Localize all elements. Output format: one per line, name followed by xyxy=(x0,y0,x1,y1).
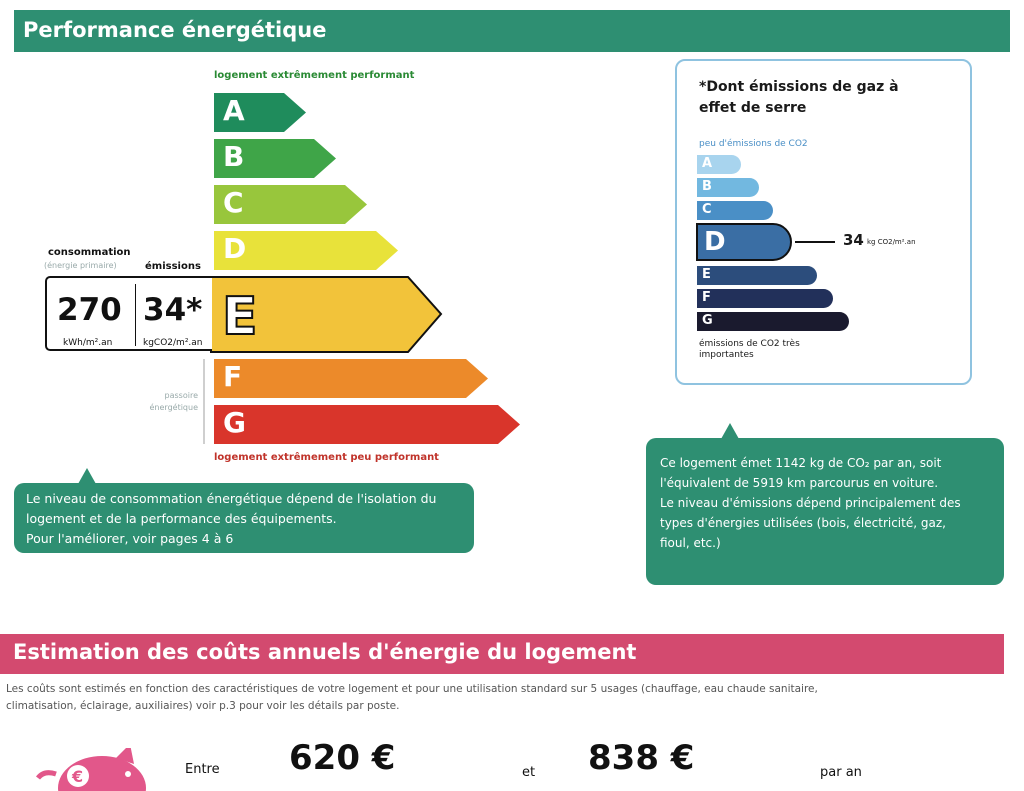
consumption-callout-line-3: Pour l'améliorer, voir pages 4 à 6 xyxy=(26,531,234,546)
ghg-class-e-letter: E xyxy=(702,267,711,282)
energy-class-e-letter: E xyxy=(222,287,258,347)
svg-text:€: € xyxy=(71,767,83,786)
ghg-box: *Dont émissions de gaz à effet de serre … xyxy=(675,59,972,385)
energy-class-c: C xyxy=(214,185,367,224)
estimation-description-line-1: Les coûts sont estimés en fonction des c… xyxy=(6,683,818,695)
ghg-class-b: B xyxy=(697,178,759,197)
energy-class-d-letter: D xyxy=(223,232,247,265)
consumption-value: 270 xyxy=(57,292,122,328)
consumption-label: consommation xyxy=(48,247,131,258)
energy-class-b-letter: B xyxy=(223,140,245,173)
ghg-class-a-letter: A xyxy=(702,156,713,171)
energy-class-a-letter: A xyxy=(223,94,245,127)
energy-class-g-letter: G xyxy=(223,406,246,439)
consumption-callout: Le niveau de consommation énergétique dé… xyxy=(14,468,474,553)
callout-pointer xyxy=(721,423,739,439)
piggy-bank-icon: € xyxy=(36,748,146,791)
energy-class-a: A xyxy=(214,93,306,132)
energy-class-b: B xyxy=(214,139,336,178)
ghg-class-c-letter: C xyxy=(702,202,712,217)
ghg-class-e: E xyxy=(697,266,817,285)
ghg-class-f: F xyxy=(697,289,833,308)
ghg-top-caption: peu d'émissions de CO2 xyxy=(699,139,808,149)
emissions-unit: kgCO2/m².an xyxy=(143,338,203,348)
consumption-box: 270 kWh/m².an 34* kgCO2/m².an xyxy=(45,276,212,351)
estimation-header: Estimation des coûts annuels d'énergie d… xyxy=(0,634,1004,674)
energy-bottom-caption: logement extrêmement peu performant xyxy=(214,452,439,463)
emissions-callout-line-2: l'équivalent de 5919 km parcourus en voi… xyxy=(660,476,939,490)
ghg-class-f-letter: F xyxy=(702,290,711,305)
ghg-class-c: C xyxy=(697,201,773,220)
ghg-class-d-letter: D xyxy=(704,227,726,257)
consumption-unit: kWh/m².an xyxy=(63,338,113,348)
consumption-separator xyxy=(135,284,136,346)
ghg-bottom-caption: émissions de CO2 très importantes xyxy=(699,339,800,360)
consumption-callout-line-1: Le niveau de consommation énergétique dé… xyxy=(26,491,437,506)
estimation-title: Estimation des coûts annuels d'énergie d… xyxy=(13,640,637,664)
performance-header: Performance énergétique xyxy=(14,10,1010,52)
energy-class-g: G xyxy=(214,405,520,444)
energy-class-f-letter: F xyxy=(223,360,243,393)
ghg-class-d-current: D xyxy=(696,223,792,261)
emissions-callout-line-5: fioul, etc.) xyxy=(660,536,721,550)
and-label: et xyxy=(522,765,536,780)
energy-class-d: D xyxy=(214,231,398,270)
consumption-callout-line-2: logement et de la performance des équipe… xyxy=(26,511,337,526)
consumption-sublabel: (énergie primaire) xyxy=(44,261,117,270)
emissions-callout-line-3: Le niveau d'émissions dépend principalem… xyxy=(660,496,961,510)
passoire-bracket xyxy=(203,359,205,444)
emissions-callout-line-4: types d'énergies utilisées (bois, électr… xyxy=(660,516,946,530)
emissions-label: émissions xyxy=(145,261,201,272)
min-cost: 620 € xyxy=(289,738,396,778)
ghg-class-g-letter: G xyxy=(702,313,713,328)
ghg-class-a: A xyxy=(697,155,741,174)
energy-class-e-current: E xyxy=(210,276,443,353)
ghg-value: 34 xyxy=(843,231,864,249)
emissions-callout-line-1: Ce logement émet 1142 kg de CO₂ par an, … xyxy=(660,456,942,470)
between-label: Entre xyxy=(185,762,220,777)
estimation-description: Les coûts sont estimés en fonction des c… xyxy=(6,681,818,715)
energy-top-caption: logement extrêmement performant xyxy=(214,70,415,81)
max-cost: 838 € xyxy=(588,738,695,778)
ghg-unit: kg CO2/m².an xyxy=(867,238,916,246)
emissions-value: 34* xyxy=(143,292,203,328)
emissions-callout: Ce logement émet 1142 kg de CO₂ par an, … xyxy=(646,423,1004,585)
energy-class-f: F xyxy=(214,359,488,398)
passoire-caption: passoire énergétique xyxy=(149,391,199,412)
estimation-description-line-2: climatisation, éclairage, auxiliaires) v… xyxy=(6,700,400,712)
energy-class-c-letter: C xyxy=(223,186,244,219)
ghg-class-g: G xyxy=(697,312,849,331)
callout-pointer xyxy=(78,468,96,484)
ghg-value-pointer xyxy=(795,241,835,243)
ghg-title: *Dont émissions de gaz à effet de serre xyxy=(699,79,899,116)
performance-title: Performance énergétique xyxy=(23,18,327,42)
ghg-class-b-letter: B xyxy=(702,179,712,194)
per-year-label: par an xyxy=(820,765,862,780)
